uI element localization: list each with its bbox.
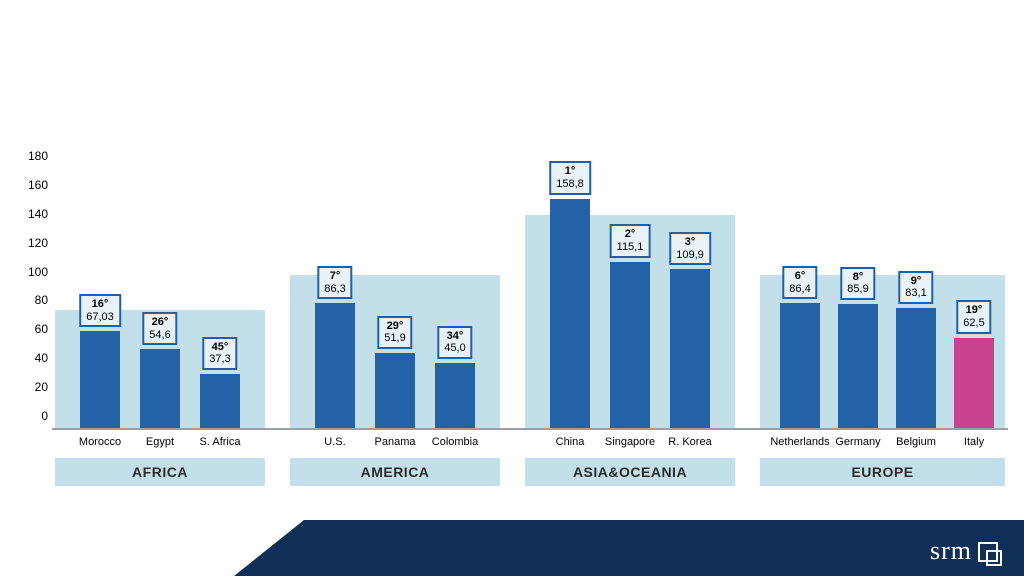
x-label: Germany [835,436,880,448]
bar-value-label: 3°109,9 [669,232,711,265]
bar-value-label: 45°37,3 [202,337,237,370]
bar: 29°51,9 [375,353,415,428]
bar: 8°85,9 [838,304,878,428]
x-label: Egypt [146,436,174,448]
bar: 2°115,1 [610,262,650,428]
stage: 0 20 40 60 80 100 120 140 160 180 16°67,03 26°54,6… [0,0,1024,576]
region-title: EUROPE [760,458,1005,486]
y-tick: 160 [28,178,48,192]
bar: 1°158,8 [550,199,590,428]
bar-rect [315,303,355,428]
bar: 3°109,9 [670,269,710,428]
bar-rect [550,199,590,428]
bar-value-label: 8°85,9 [840,267,875,300]
y-tick: 0 [41,409,48,423]
bar-value-label: 2°115,1 [610,224,651,257]
x-label: China [556,436,585,448]
bar-value-label: 1°158,8 [549,161,591,194]
bar-value-label: 6°86,4 [782,266,817,299]
logo: srm [930,536,1002,566]
y-tick: 120 [28,236,48,250]
bar-rect [200,374,240,428]
bar-value-label: 16°67,03 [79,294,121,327]
bar: 45°37,3 [200,374,240,428]
y-tick: 60 [35,322,48,336]
bar: 9°83,1 [896,308,936,428]
bar-value-label: 19°62,5 [956,300,991,333]
x-label: Morocco [79,436,121,448]
logo-icon [978,542,1002,566]
x-axis-labels: Morocco Egypt S. Africa U.S. Panama Colombia C… [52,434,1008,456]
y-tick: 40 [35,351,48,365]
bar-rect [435,363,475,428]
region-title: AFRICA [55,458,265,486]
region-titles: AFRICA AMERICA ASIA&OCEANIA EUROPE [52,458,1008,488]
y-tick: 80 [35,293,48,307]
bar-rect [140,349,180,428]
x-label: Singapore [605,436,655,448]
bar-rect [375,353,415,428]
bar-value-label: 29°51,9 [377,316,412,349]
bar-value-label: 7°86,3 [317,266,352,299]
y-tick: 20 [35,380,48,394]
bar: 7°86,3 [315,303,355,428]
bar: 19°62,5 [954,338,994,428]
x-label: Colombia [432,436,478,448]
region-title: ASIA&OCEANIA [525,458,735,486]
bar-rect [896,308,936,428]
logo-text: srm [930,536,972,566]
bar-value-label: 9°83,1 [898,271,933,304]
region-title: AMERICA [290,458,500,486]
x-label: Netherlands [770,436,829,448]
y-axis: 020406080100120140160180 [10,170,52,430]
x-label: U.S. [324,436,345,448]
x-label: Italy [964,436,984,448]
bar-rect [80,331,120,428]
plot-area: 16°67,03 26°54,6 45°37,3 7°86,3 29°51,9 34°45… [52,170,1008,430]
footer-banner: srm [304,520,1024,576]
bar-rect [838,304,878,428]
x-label: Panama [375,436,416,448]
bar-value-label: 34°45,0 [437,326,472,359]
bar: 26°54,6 [140,349,180,428]
y-tick: 100 [28,265,48,279]
x-label: R. Korea [668,436,711,448]
chart: 020406080100120140160180 16°67,0326°54,6… [10,170,1010,460]
bar-rect [954,338,994,428]
y-tick: 140 [28,207,48,221]
bar-rect [670,269,710,428]
x-label: Belgium [896,436,936,448]
bar: 34°45,0 [435,363,475,428]
bar-rect [610,262,650,428]
bar-rect [780,303,820,428]
x-label: S. Africa [200,436,241,448]
bar: 6°86,4 [780,303,820,428]
bar-value-label: 26°54,6 [142,312,177,345]
y-tick: 180 [28,149,48,163]
bar: 16°67,03 [80,331,120,428]
